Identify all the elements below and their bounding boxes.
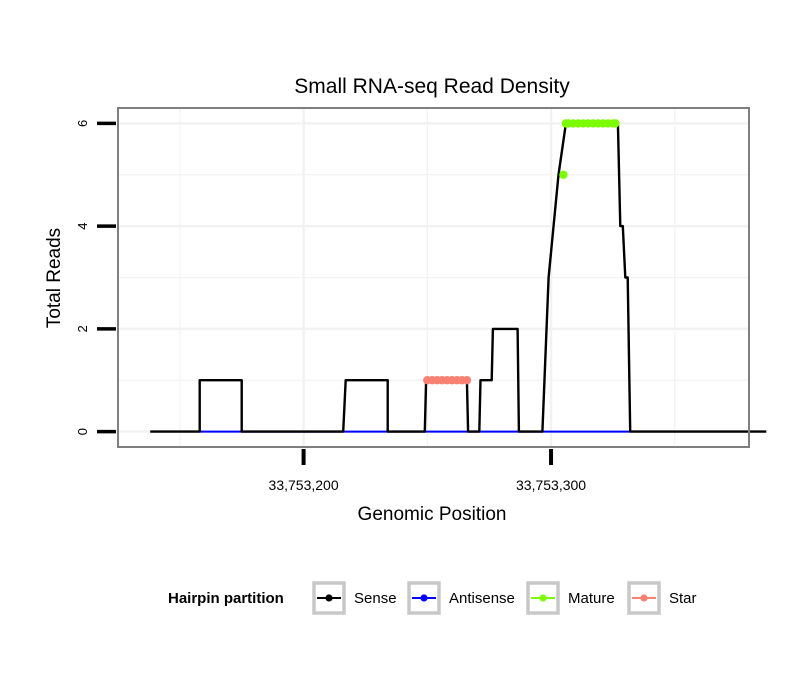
y-tick-label: 4 bbox=[75, 223, 90, 230]
legend-label-star: Star bbox=[669, 590, 697, 607]
grid bbox=[118, 108, 749, 447]
legend-dot-star bbox=[640, 594, 648, 602]
series-mature-point bbox=[559, 170, 568, 179]
series-layer bbox=[150, 119, 767, 433]
legend-dot-mature bbox=[539, 594, 547, 602]
chart-title: Small RNA-seq Read Density bbox=[294, 75, 570, 98]
x-axis-label: Genomic Position bbox=[358, 504, 507, 525]
y-axis-label: Total Reads bbox=[44, 228, 65, 328]
legend-label-sense: Sense bbox=[354, 590, 397, 607]
y-tick-label: 2 bbox=[75, 325, 90, 332]
axes: 0 2 4 6 33,753,200 33,753,300 bbox=[75, 120, 586, 493]
legend: Hairpin partition Sense Antisense Mature St… bbox=[168, 581, 697, 615]
legend-dot-sense bbox=[325, 594, 333, 602]
y-tick-label: 6 bbox=[75, 120, 90, 127]
series-mature-point bbox=[611, 119, 620, 128]
legend-title: Hairpin partition bbox=[168, 590, 284, 607]
legend-dot-antisense bbox=[420, 594, 428, 602]
x-tick-label: 33,753,200 bbox=[269, 477, 339, 493]
x-tick-label: 33,753,300 bbox=[516, 477, 586, 493]
legend-label-antisense: Antisense bbox=[449, 590, 515, 607]
series-sense-line bbox=[150, 122, 767, 433]
series-star-point bbox=[462, 376, 472, 385]
legend-label-mature: Mature bbox=[568, 590, 615, 607]
y-tick-label: 0 bbox=[75, 428, 90, 435]
plot-border bbox=[117, 107, 750, 448]
